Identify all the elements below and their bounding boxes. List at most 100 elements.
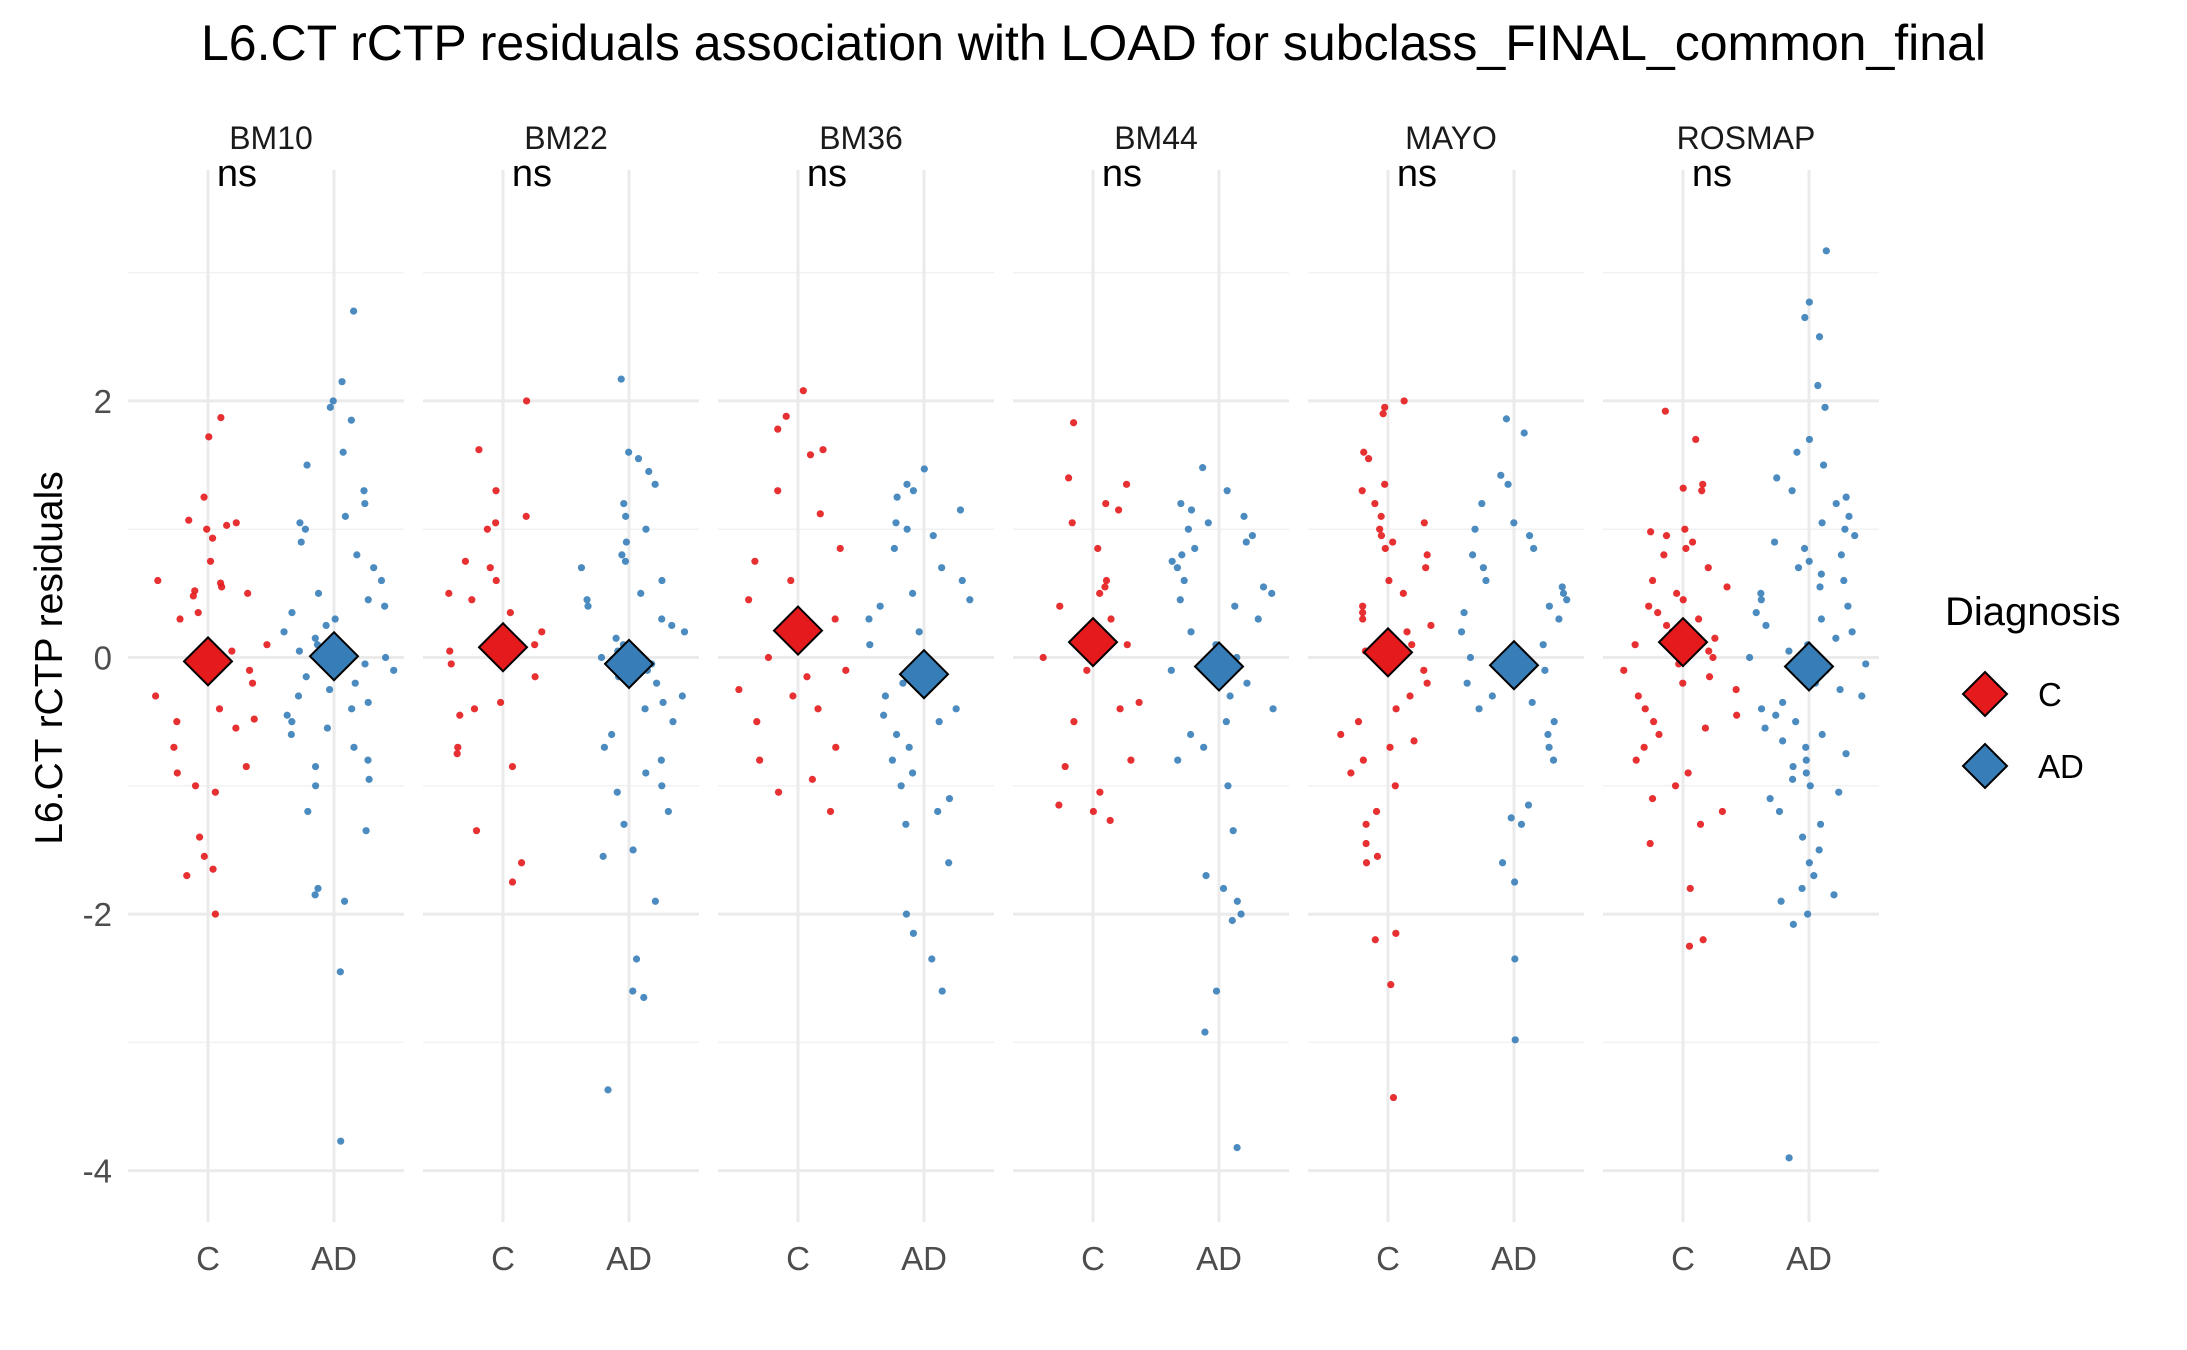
data-point bbox=[1228, 916, 1236, 925]
data-point bbox=[1372, 807, 1381, 816]
data-point bbox=[659, 698, 667, 707]
legend-label-ad: AD bbox=[2038, 748, 2084, 785]
data-point bbox=[866, 641, 874, 649]
data-point bbox=[1692, 435, 1700, 444]
data-point bbox=[311, 634, 319, 642]
data-point bbox=[668, 621, 676, 630]
data-point bbox=[1836, 685, 1844, 694]
data-point bbox=[645, 467, 653, 476]
data-point bbox=[1517, 820, 1526, 828]
data-point bbox=[173, 718, 181, 726]
data-point bbox=[1520, 429, 1528, 437]
data-point bbox=[215, 705, 224, 713]
data-point bbox=[314, 589, 323, 597]
data-point bbox=[1835, 788, 1843, 796]
data-point bbox=[1083, 666, 1091, 674]
axis-ticks: C AD C AD C AD C AD C AD C AD -4 -2 0 2 bbox=[83, 383, 1832, 1277]
data-point bbox=[1709, 653, 1717, 662]
data-point bbox=[1381, 403, 1389, 411]
data-point bbox=[902, 820, 910, 828]
data-point bbox=[228, 647, 236, 655]
data-point bbox=[370, 564, 378, 572]
data-point bbox=[1385, 576, 1393, 585]
data-point bbox=[909, 589, 917, 597]
data-point bbox=[1173, 564, 1181, 572]
data-point bbox=[1794, 564, 1803, 572]
data-point bbox=[1679, 484, 1687, 492]
data-point bbox=[381, 602, 389, 610]
data-point bbox=[492, 519, 500, 527]
data-point bbox=[472, 827, 481, 835]
data-point bbox=[608, 730, 616, 739]
data-point bbox=[1070, 419, 1078, 427]
data-point bbox=[1696, 820, 1705, 828]
data-point bbox=[1475, 705, 1483, 713]
data-point bbox=[1122, 480, 1131, 488]
data-point bbox=[1237, 910, 1245, 918]
data-point bbox=[303, 461, 311, 469]
data-point bbox=[522, 512, 530, 520]
data-point bbox=[1178, 551, 1186, 559]
data-point bbox=[774, 788, 783, 796]
data-point bbox=[1800, 544, 1809, 553]
data-point bbox=[1168, 557, 1176, 565]
data-point bbox=[876, 602, 884, 610]
data-point bbox=[632, 955, 641, 963]
data-point bbox=[453, 750, 461, 758]
data-point bbox=[339, 448, 347, 456]
data-point bbox=[1502, 415, 1511, 423]
data-point bbox=[1549, 756, 1558, 764]
data-point bbox=[340, 897, 349, 905]
y-tick-label: 2 bbox=[94, 383, 112, 420]
data-point bbox=[1817, 570, 1825, 578]
data-point bbox=[1661, 407, 1669, 415]
data-point bbox=[1242, 538, 1250, 546]
data-point bbox=[170, 743, 178, 751]
data-point bbox=[311, 762, 320, 771]
data-point bbox=[1371, 499, 1379, 508]
data-point bbox=[621, 557, 630, 565]
data-point bbox=[915, 628, 923, 636]
x-tick-label: AD bbox=[606, 1240, 652, 1277]
data-point bbox=[1788, 775, 1797, 783]
data-point bbox=[232, 519, 240, 527]
data-point bbox=[1259, 583, 1268, 591]
data-point bbox=[1466, 653, 1475, 662]
data-point bbox=[1841, 525, 1849, 533]
data-point bbox=[1039, 653, 1047, 662]
data-point bbox=[1558, 583, 1566, 591]
data-point bbox=[669, 718, 677, 726]
data-point bbox=[492, 487, 500, 495]
data-point bbox=[361, 660, 369, 668]
mean-marker-ad bbox=[1193, 641, 1245, 692]
facet-label-rosmap: ROSMAP bbox=[1677, 120, 1816, 156]
data-point bbox=[1681, 525, 1689, 533]
data-point bbox=[1371, 936, 1379, 944]
data-point bbox=[1762, 621, 1770, 630]
data-point bbox=[486, 564, 494, 572]
data-point bbox=[583, 596, 591, 604]
data-point bbox=[348, 705, 356, 713]
data-point bbox=[1106, 816, 1114, 825]
data-point bbox=[1757, 705, 1766, 713]
data-point bbox=[1101, 583, 1109, 591]
data-point bbox=[938, 564, 946, 572]
data-point bbox=[1507, 814, 1515, 822]
data-point bbox=[945, 795, 954, 803]
data-point bbox=[1816, 583, 1824, 591]
data-point bbox=[888, 756, 897, 764]
data-point bbox=[640, 993, 648, 1002]
significance-label: ns bbox=[217, 153, 257, 195]
data-point bbox=[1805, 298, 1813, 306]
data-point bbox=[1620, 666, 1628, 674]
data-point bbox=[338, 378, 346, 386]
data-point bbox=[1545, 743, 1553, 751]
data-point bbox=[1204, 519, 1212, 527]
data-point bbox=[618, 551, 626, 559]
data-point bbox=[637, 589, 645, 597]
data-point bbox=[1212, 987, 1221, 995]
data-point bbox=[1123, 641, 1131, 649]
data-point bbox=[1704, 564, 1712, 572]
data-point bbox=[1772, 711, 1780, 719]
data-point bbox=[1362, 859, 1371, 867]
